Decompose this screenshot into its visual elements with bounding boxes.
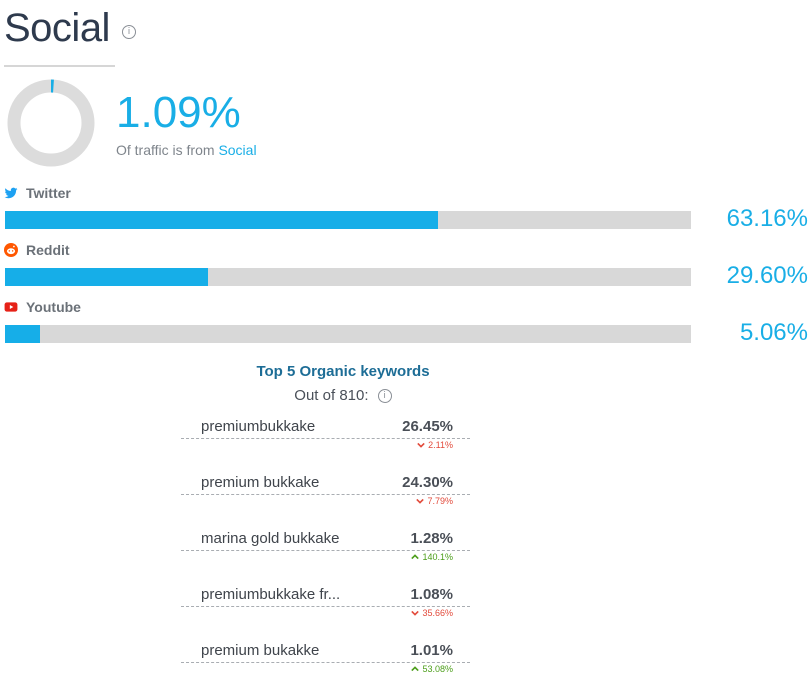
keyword-change: 35.66% [411, 608, 453, 618]
keyword-share: 26.45% [402, 418, 453, 435]
share-bar-track [5, 211, 691, 229]
keyword-row[interactable]: premiumbukkake 26.45% 2.11% [181, 410, 470, 466]
page-title: Social [4, 6, 110, 50]
share-bar-track [5, 325, 691, 343]
source-name[interactable]: Twitter [26, 185, 71, 201]
traffic-share-donut [7, 79, 95, 167]
traffic-note-text: Of traffic is from [116, 142, 215, 158]
keyword-share: 1.08% [410, 586, 453, 603]
keyword-row[interactable]: premium bukkake 24.30% 7.79% [181, 466, 470, 522]
source-row-reddit: Reddit 29.60% [4, 242, 810, 289]
source-header: Reddit [4, 242, 70, 258]
keyword-row[interactable]: marina gold bukkake 1.28% 140.1% [181, 522, 470, 578]
keyword-change: 53.08% [411, 664, 453, 674]
source-percent: 5.06% [739, 319, 808, 346]
keyword-row[interactable]: premium bukakke 1.01% 53.08% [181, 634, 470, 678]
chevron-up-icon [411, 666, 420, 672]
chevron-down-icon [411, 610, 420, 616]
source-header: Twitter [4, 185, 71, 201]
youtube-icon [4, 300, 18, 314]
keyword-share: 24.30% [402, 474, 453, 491]
keyword-change-value: 35.66% [422, 608, 453, 618]
chevron-down-icon [416, 498, 425, 504]
keyword-name[interactable]: premium bukkake [201, 474, 320, 491]
row-divider [181, 494, 470, 495]
keywords-title: Top 5 Organic keywords [256, 363, 430, 380]
row-divider [181, 606, 470, 607]
keyword-list: premiumbukkake 26.45% 2.11% premium bukk… [181, 410, 470, 678]
keyword-change-value: 53.08% [422, 664, 453, 674]
keyword-name[interactable]: premiumbukkake [201, 418, 316, 435]
keyword-row[interactable]: premiumbukkake fr... 1.08% 35.66% [181, 578, 470, 634]
keyword-name[interactable]: marina gold bukkake [201, 530, 340, 547]
keyword-change: 140.1% [411, 552, 453, 562]
share-bar-fill [5, 211, 439, 229]
share-bar-fill [5, 325, 40, 343]
twitter-icon [4, 186, 18, 200]
keywords-subtitle: Out of 810: i [0, 387, 686, 404]
share-bar-track [5, 268, 691, 286]
source-name[interactable]: Reddit [26, 242, 70, 258]
source-percent: 29.60% [726, 262, 808, 289]
share-bar-fill [5, 268, 209, 286]
keyword-name[interactable]: premiumbukkake fr... [201, 586, 341, 603]
keyword-change-value: 2.11% [428, 440, 453, 450]
info-icon[interactable]: i [122, 25, 136, 39]
source-row-twitter: Twitter 63.16% [4, 185, 810, 232]
row-divider [181, 550, 470, 551]
traffic-note: Of traffic is from Social [116, 142, 257, 158]
keyword-name[interactable]: premium bukakke [201, 642, 320, 659]
keyword-share: 1.28% [410, 530, 453, 547]
source-percent: 63.16% [726, 205, 808, 232]
social-traffic-percent: 1.09% [116, 88, 241, 137]
source-header: Youtube [4, 299, 81, 315]
chevron-down-icon [417, 442, 425, 448]
reddit-icon [4, 243, 18, 257]
source-name[interactable]: Youtube [26, 299, 81, 315]
row-divider [181, 662, 470, 663]
keyword-change-value: 140.1% [422, 552, 453, 562]
chevron-up-icon [411, 554, 420, 560]
keyword-change: 2.11% [417, 440, 453, 450]
keyword-change: 7.79% [416, 496, 453, 506]
title-divider [4, 65, 115, 67]
info-icon[interactable]: i [377, 389, 392, 404]
keywords-subtitle-text: Out of 810: [294, 387, 369, 404]
source-row-youtube: Youtube 5.06% [4, 299, 810, 346]
donut-track [7, 79, 95, 167]
row-divider [181, 438, 470, 439]
keyword-change-value: 7.79% [427, 496, 453, 506]
donut-share-arc [7, 79, 95, 167]
keyword-share: 1.01% [410, 642, 453, 659]
traffic-note-channel[interactable]: Social [218, 142, 257, 158]
